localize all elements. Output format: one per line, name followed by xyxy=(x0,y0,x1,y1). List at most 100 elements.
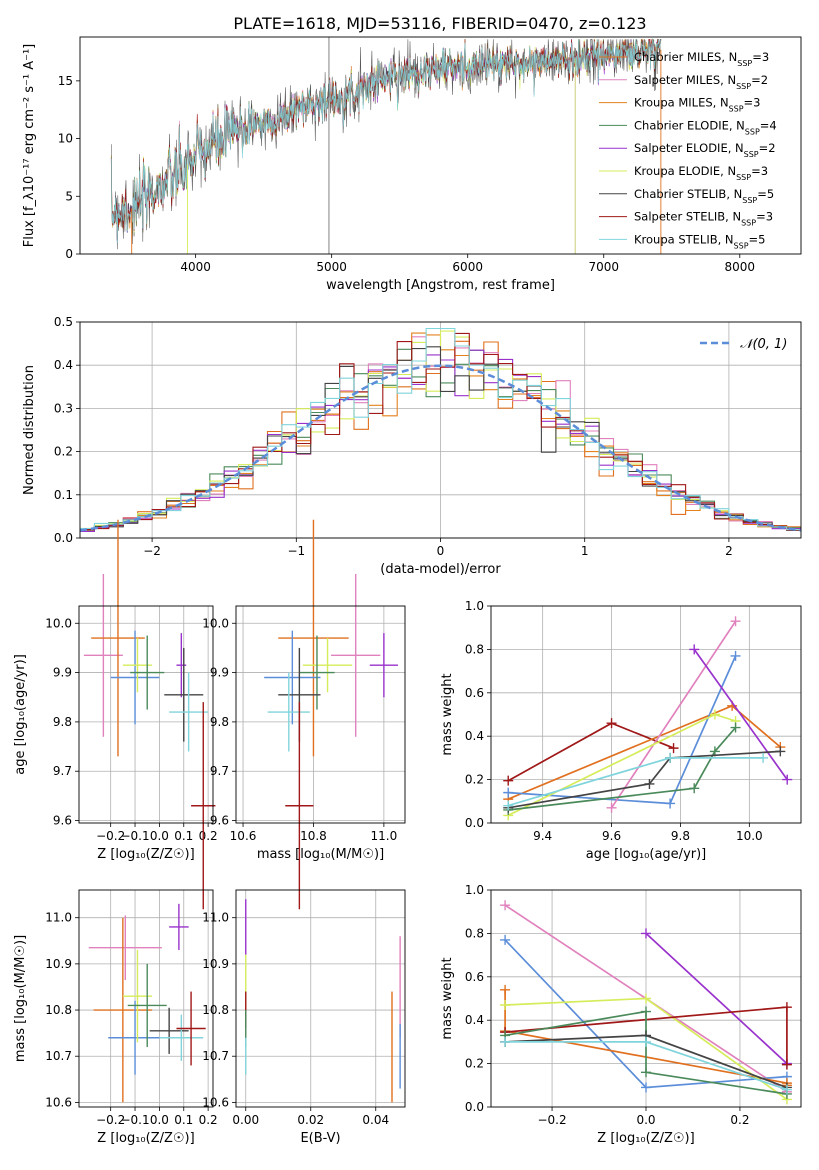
spectrum-axes: 4000 5000 6000 7000 8000 0 5 10 15 xyxy=(58,74,755,274)
data-point xyxy=(278,519,349,757)
weight-marker xyxy=(641,1006,651,1017)
weight-marker xyxy=(606,718,617,729)
x-tick-label: 0.0 xyxy=(636,1113,655,1127)
weight-series-line xyxy=(645,932,788,1065)
x-tick-label: −0.1 xyxy=(120,829,149,843)
data-point xyxy=(164,647,204,742)
age-vs-Z-frame xyxy=(78,605,214,824)
residuals-frame xyxy=(79,321,802,539)
data-point xyxy=(110,630,160,725)
weight-marker xyxy=(500,934,511,945)
y-tick-label: 9.9 xyxy=(210,666,229,680)
data-point xyxy=(91,519,145,757)
mass-vs-Z-points xyxy=(88,903,206,1103)
y-tick-label: 11.0 xyxy=(202,911,229,925)
data-point xyxy=(299,635,335,710)
y-tick-label: 0.4 xyxy=(465,1013,484,1027)
y-tick-label: 9.6 xyxy=(53,814,72,828)
x-tick-label: 0.00 xyxy=(232,1113,259,1127)
x-tick-label: 0.1 xyxy=(174,1113,193,1127)
weight-vs-Z-frame xyxy=(490,889,802,1108)
mass-vs-ebv-frame xyxy=(235,889,406,1108)
x-tick-label: 0 xyxy=(437,544,445,558)
age-vs-Z-xlabel: Z [log₁₀(Z/Z☉)] xyxy=(97,847,194,862)
mass-vs-ebv-axes: 0.00 0.02 0.04 10.6 10.7 10.8 10.9 11.0 xyxy=(202,890,405,1127)
y-tick-label: 0 xyxy=(65,247,73,261)
residuals-legend: 𝒩(0, 1) xyxy=(700,337,787,352)
weight-marker xyxy=(689,644,700,655)
y-tick-label: 9.6 xyxy=(210,814,229,828)
x-tick-label: −0.2 xyxy=(96,1113,125,1127)
y-tick-label: 9.8 xyxy=(53,715,72,729)
weight-marker xyxy=(709,709,720,720)
y-tick-label: 10.7 xyxy=(45,1049,72,1063)
weight-marker xyxy=(641,1067,651,1078)
x-tick-label: 7000 xyxy=(588,260,619,274)
data-point xyxy=(93,917,153,1103)
y-tick-label: 0.8 xyxy=(465,926,484,940)
x-tick-label: 8000 xyxy=(725,260,756,274)
weight-marker xyxy=(641,1036,651,1047)
y-tick-label: 0.4 xyxy=(54,358,73,372)
y-tick-label: 10.6 xyxy=(202,1095,229,1109)
age-vs-Z-ylabel: age [log₁₀(age/yr)] xyxy=(13,654,28,775)
data-point xyxy=(191,702,216,910)
legend-entry: Chabrier ELODIE, NSSP=4 xyxy=(634,118,777,136)
y-tick-label: 10.6 xyxy=(45,1095,72,1109)
mass-vs-Z-axes: −0.2−0.1 0.0 0.1 0.2 10.6 10.7 10.8 10.9 11.0 xyxy=(45,890,218,1127)
x-tick-label: −0.1 xyxy=(120,1113,149,1127)
y-tick-label: 0.8 xyxy=(465,642,484,656)
spectrum-plot xyxy=(110,37,662,254)
y-tick-label: 11.0 xyxy=(45,911,72,925)
y-tick-label: 10 xyxy=(58,132,73,146)
y-tick-label: 0.1 xyxy=(54,488,73,502)
legend-entry: Salpeter MILES, NSSP=2 xyxy=(634,73,768,91)
y-tick-label: 0.4 xyxy=(465,729,484,743)
weight-series-line xyxy=(508,726,737,811)
weight-series-line xyxy=(693,648,788,781)
legend-entry: 𝒩(0, 1) xyxy=(740,337,787,352)
weight-marker xyxy=(782,774,793,785)
weight-marker xyxy=(503,787,514,798)
y-tick-label: 10.8 xyxy=(45,1003,72,1017)
legend-entry: Kroupa MILES, NSSP=3 xyxy=(634,96,760,114)
weight-vs-age-frame xyxy=(490,605,802,824)
mass-vs-ebv-points xyxy=(245,899,401,1103)
x-tick-label: 4000 xyxy=(180,260,211,274)
x-tick-label: 0.0 xyxy=(150,829,169,843)
normal-curve xyxy=(79,364,802,532)
spectrum-series-line xyxy=(110,38,661,242)
x-tick-label: 5000 xyxy=(316,260,347,274)
y-tick-label: 0.2 xyxy=(465,773,484,787)
age-vs-mass-xlabel: mass [log₁₀(M/M☉)] xyxy=(257,847,384,862)
weight-marker xyxy=(730,616,741,627)
data-point xyxy=(130,635,165,710)
weight-marker xyxy=(500,900,511,911)
y-tick-label: 0.3 xyxy=(54,401,73,415)
weight-marker xyxy=(730,650,741,661)
mass-vs-Z-ylabel: mass [log₁₀(M/M☉)] xyxy=(13,935,28,1062)
age-vs-mass-axes: 10.6 10.8 11.0 9.6 9.7 9.8 9.9 10.0 xyxy=(202,606,405,843)
weight-marker xyxy=(503,800,514,811)
x-tick-label: 0.2 xyxy=(199,829,218,843)
mass-vs-Z-xlabel: Z [log₁₀(Z/Z☉)] xyxy=(97,1131,194,1146)
weight-marker xyxy=(641,928,651,939)
weight-series-line xyxy=(508,750,781,809)
x-tick-label: 0.1 xyxy=(174,829,193,843)
x-tick-label: 6000 xyxy=(452,260,483,274)
data-point xyxy=(169,672,209,752)
spectrum-xlabel: wavelength [Angstrom, rest frame] xyxy=(326,278,555,293)
data-point xyxy=(176,633,187,698)
x-tick-label: 9.6 xyxy=(602,829,621,843)
x-tick-label: 0.2 xyxy=(199,1113,218,1127)
x-tick-label: 11.0 xyxy=(371,829,398,843)
weight-marker xyxy=(503,775,514,786)
y-tick-label: 0.0 xyxy=(465,1100,484,1114)
y-tick-label: 9.7 xyxy=(53,764,72,778)
data-point xyxy=(127,963,167,1047)
data-point xyxy=(88,915,162,981)
legend-entry: Salpeter STELIB, NSSP=3 xyxy=(634,210,773,228)
y-tick-label: 1.0 xyxy=(465,599,484,613)
age-vs-mass-points xyxy=(264,519,398,910)
age-vs-mass-frame xyxy=(235,605,406,824)
